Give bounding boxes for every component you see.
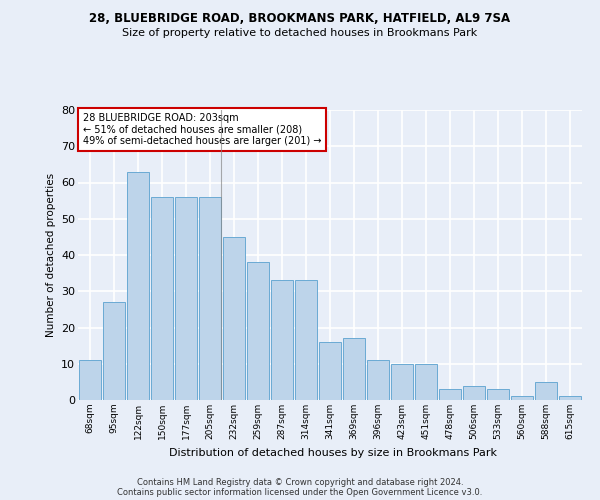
Bar xyxy=(439,389,461,400)
Text: 28, BLUEBRIDGE ROAD, BROOKMANS PARK, HATFIELD, AL9 7SA: 28, BLUEBRIDGE ROAD, BROOKMANS PARK, HAT… xyxy=(89,12,511,26)
Bar xyxy=(535,382,557,400)
Bar xyxy=(175,197,197,400)
Bar xyxy=(415,364,437,400)
Text: 28 BLUEBRIDGE ROAD: 203sqm
← 51% of detached houses are smaller (208)
49% of sem: 28 BLUEBRIDGE ROAD: 203sqm ← 51% of deta… xyxy=(83,113,322,146)
Bar xyxy=(343,338,365,400)
Bar xyxy=(103,302,125,400)
Bar xyxy=(247,262,269,400)
Text: Distribution of detached houses by size in Brookmans Park: Distribution of detached houses by size … xyxy=(169,448,497,458)
Bar xyxy=(223,237,245,400)
Text: Size of property relative to detached houses in Brookmans Park: Size of property relative to detached ho… xyxy=(122,28,478,38)
Bar xyxy=(127,172,149,400)
Text: Contains HM Land Registry data © Crown copyright and database right 2024.: Contains HM Land Registry data © Crown c… xyxy=(137,478,463,487)
Bar xyxy=(151,197,173,400)
Bar xyxy=(79,360,101,400)
Bar xyxy=(463,386,485,400)
Bar xyxy=(319,342,341,400)
Bar xyxy=(367,360,389,400)
Text: Contains public sector information licensed under the Open Government Licence v3: Contains public sector information licen… xyxy=(118,488,482,497)
Y-axis label: Number of detached properties: Number of detached properties xyxy=(46,173,56,337)
Bar xyxy=(199,197,221,400)
Bar xyxy=(271,280,293,400)
Bar xyxy=(487,389,509,400)
Bar xyxy=(391,364,413,400)
Bar xyxy=(295,280,317,400)
Bar xyxy=(511,396,533,400)
Bar xyxy=(559,396,581,400)
